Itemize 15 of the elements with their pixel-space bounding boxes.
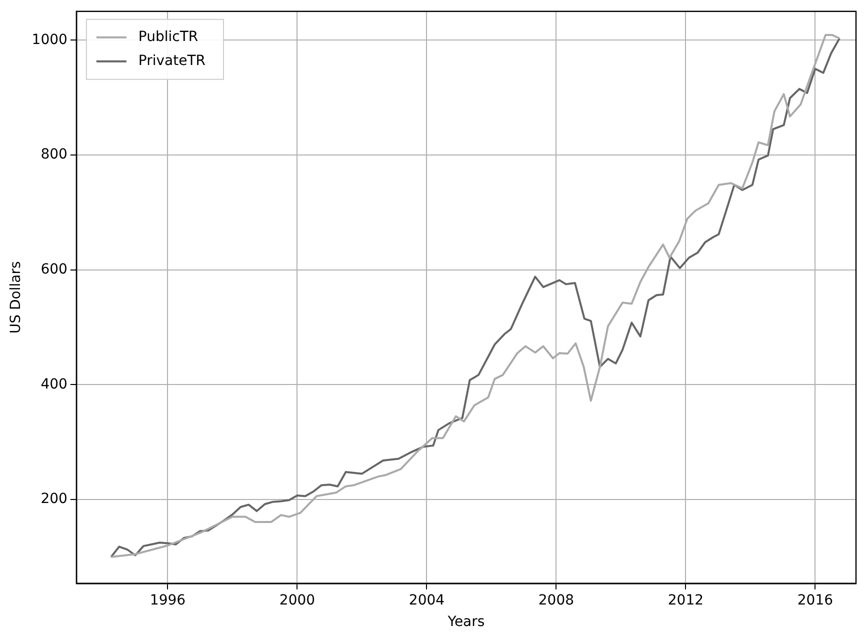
y-tick-label: 1000	[32, 32, 68, 48]
x-tick-label: 2008	[538, 592, 574, 608]
legend-label: PrivateTR	[138, 53, 206, 70]
x-tick-label: 1996	[150, 592, 186, 608]
y-tick-label: 800	[40, 146, 68, 163]
legend-label: PublicTR	[138, 29, 198, 46]
x-tick-label: 2004	[408, 592, 445, 608]
x-axis-title: Years	[446, 614, 485, 630]
x-tick-label: 2012	[668, 592, 704, 608]
x-tick-label: 2000	[279, 592, 316, 608]
y-tick-label: 400	[40, 376, 68, 392]
y-tick-label: 200	[40, 491, 68, 508]
x-tick-label: 2016	[797, 592, 834, 608]
y-axis-title: US Dollars	[8, 261, 24, 334]
y-tick-label: 600	[40, 261, 68, 278]
